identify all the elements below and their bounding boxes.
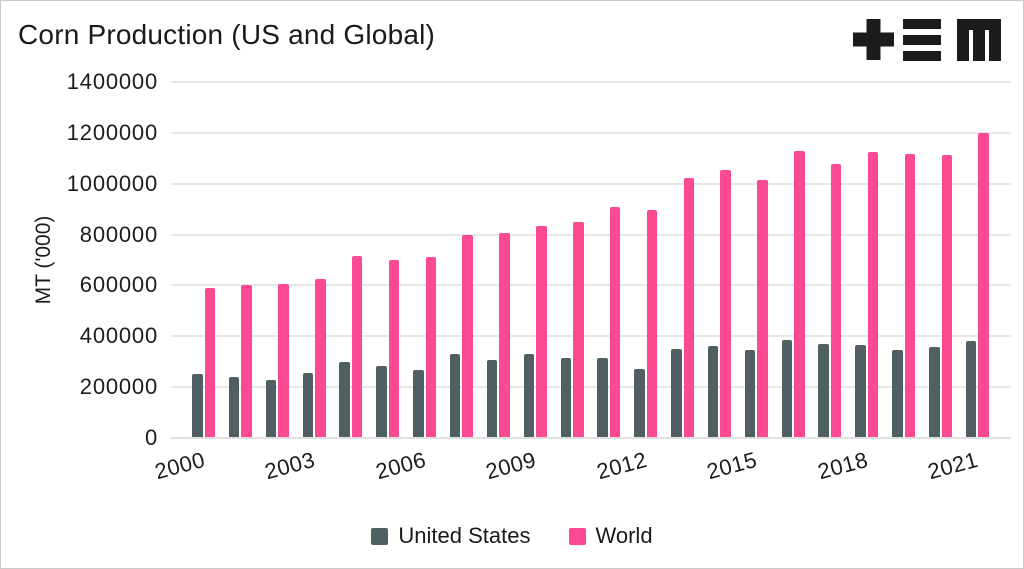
bar-united-states-2010	[560, 357, 571, 437]
bar-united-states-2003	[302, 372, 314, 437]
bar-world-2003	[315, 278, 326, 437]
x-tick-label: 2012	[593, 446, 650, 485]
bar-united-states-2011	[597, 358, 608, 437]
bar-world-2013	[683, 177, 695, 437]
y-tick-label: 1000000	[66, 170, 158, 196]
y-tick-label: 200000	[79, 374, 158, 400]
legend: United States World	[1, 523, 1023, 549]
bar-world-2010	[573, 222, 584, 437]
gridline	[171, 81, 1011, 83]
y-tick-label: 400000	[79, 323, 158, 349]
m-icon	[957, 19, 1001, 61]
bar-united-states-2012	[634, 368, 645, 437]
bar-united-states-2000	[192, 373, 203, 437]
bar-world-2019	[904, 154, 916, 437]
legend-label-world: World	[595, 523, 653, 548]
gridline	[171, 233, 1011, 236]
x-tick-label: 2015	[704, 446, 760, 485]
bar-world-2017	[830, 163, 842, 437]
legend-item-world: World	[568, 523, 653, 549]
bar-world-2001	[241, 284, 252, 437]
bar-united-states-2001	[228, 376, 240, 437]
bar-world-2006	[425, 256, 437, 437]
bar-united-states-2009	[523, 353, 535, 437]
bar-world-2012	[646, 209, 658, 437]
y-tick-label: 0	[144, 425, 158, 450]
bar-world-2002	[278, 284, 289, 437]
y-axis-title: MT ('000)	[32, 215, 55, 305]
bar-united-states-2014	[707, 346, 719, 437]
chart-title: Corn Production (US and Global)	[18, 19, 436, 50]
bar-world-2020	[941, 154, 952, 437]
bar-united-states-2002	[265, 380, 277, 437]
x-tick-label: 2003	[262, 446, 318, 485]
legend-swatch-united-states	[371, 527, 389, 545]
gridline	[171, 386, 1011, 389]
bar-world-2000	[204, 287, 215, 437]
bar-world-2015	[757, 180, 768, 437]
x-tick-label: 2021	[925, 446, 982, 485]
bar-united-states-2013	[671, 348, 682, 437]
gridline	[171, 335, 1011, 338]
bar-united-states-2019	[892, 350, 903, 437]
bar-world-2014	[720, 169, 731, 437]
legend-item-united-states: United States	[371, 523, 531, 549]
x-tick-label: 2018	[814, 446, 871, 485]
gridline	[171, 182, 1011, 185]
bar-world-2009	[536, 225, 547, 437]
bar-united-states-2004	[339, 361, 350, 437]
gridline	[171, 131, 1011, 134]
gridline	[171, 284, 1011, 287]
y-tick-label: 1200000	[66, 119, 158, 145]
y-tick-label: 600000	[79, 272, 158, 298]
bar-united-states-2008	[486, 360, 498, 437]
bar-world-2005	[388, 260, 400, 437]
bar-united-states-2006	[413, 370, 424, 437]
legend-swatch-world	[568, 527, 586, 545]
legend-label-united-states: United States	[398, 523, 531, 548]
bar-world-2021	[978, 133, 989, 437]
gridline	[171, 437, 1011, 439]
bar-united-states-2015	[744, 350, 756, 437]
x-tick-label: 2000	[151, 446, 208, 485]
bar-united-states-2020	[929, 346, 940, 437]
bar-united-states-2007	[449, 353, 461, 437]
bar-world-2011	[609, 206, 621, 437]
x-tick-label: 2009	[483, 446, 539, 485]
bar-world-2018	[867, 151, 879, 437]
tem-logo	[853, 19, 1001, 61]
bar-world-2016	[794, 151, 805, 437]
x-tick-label: 2006	[372, 446, 429, 485]
bar-united-states-2018	[855, 345, 866, 437]
y-tick-label: 1400000	[66, 69, 158, 94]
triple-bar-icon	[903, 19, 941, 61]
bar-united-states-2021	[965, 340, 977, 437]
plus-icon	[853, 19, 894, 60]
bar-world-2004	[351, 255, 363, 437]
bar-united-states-2017	[818, 343, 829, 437]
bar-united-states-2005	[376, 366, 387, 437]
y-tick-label: 800000	[79, 221, 158, 247]
bar-world-2007	[462, 234, 473, 437]
bar-world-2008	[499, 232, 510, 437]
bar-united-states-2016	[781, 340, 793, 437]
